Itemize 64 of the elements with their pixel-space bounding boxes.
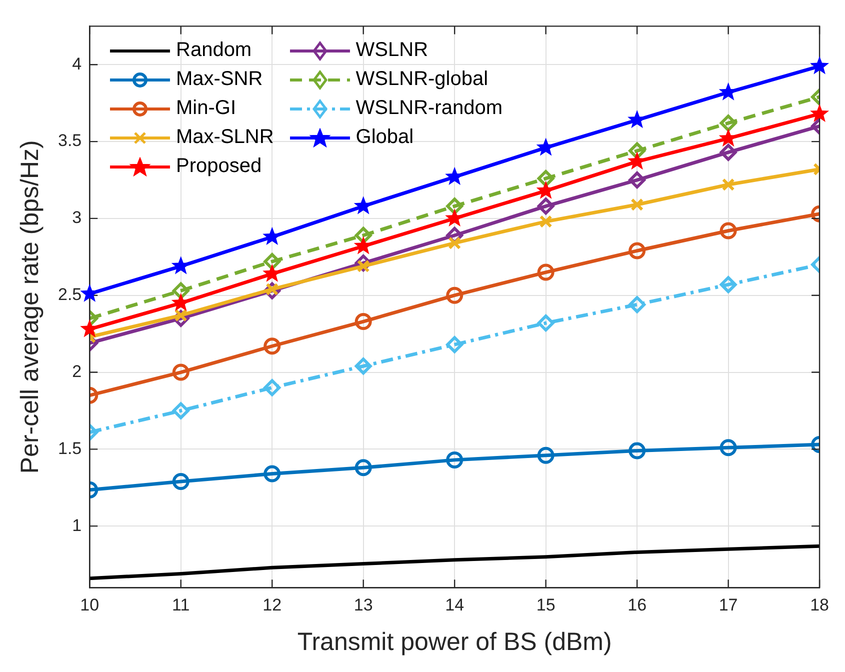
y-axis-title: Per-cell average rate (bps/Hz) xyxy=(16,140,44,474)
x-tick-label: 17 xyxy=(718,595,738,614)
legend-label: Global xyxy=(356,126,414,149)
x-axis-title: Transmit power of BS (dBm) xyxy=(297,628,612,656)
y-tick-label: 1 xyxy=(72,516,82,535)
x-tick-label: 15 xyxy=(536,595,556,614)
point xyxy=(354,226,372,244)
x-tick-label: 13 xyxy=(354,595,373,614)
legend-label: Max-SLNR xyxy=(176,126,274,149)
point xyxy=(172,472,190,490)
x-tick-label: 14 xyxy=(445,595,464,614)
point xyxy=(720,439,737,456)
point xyxy=(628,442,646,460)
point xyxy=(446,198,464,215)
point xyxy=(628,172,646,189)
point xyxy=(810,104,830,122)
point xyxy=(720,144,737,161)
point xyxy=(628,296,646,314)
point xyxy=(354,459,372,476)
point xyxy=(537,264,554,281)
point xyxy=(537,446,554,464)
point xyxy=(810,56,830,74)
legend-label: WSLNR-global xyxy=(356,68,488,91)
y-tick-label: 4 xyxy=(72,54,82,74)
legend-label: Min-GI xyxy=(176,97,236,120)
point xyxy=(264,338,281,355)
point xyxy=(264,253,281,270)
legend-label: WSLNR-random xyxy=(356,97,502,120)
point xyxy=(448,236,462,250)
point xyxy=(628,142,646,160)
point xyxy=(722,178,735,192)
point xyxy=(630,198,644,212)
point xyxy=(720,114,737,132)
point xyxy=(354,358,372,375)
point xyxy=(172,402,190,420)
point xyxy=(264,465,281,482)
point xyxy=(172,282,190,300)
point xyxy=(264,379,281,396)
legend-label: Max-SNR xyxy=(176,68,263,91)
point xyxy=(720,222,737,240)
y-tick-label: 3.5 xyxy=(58,131,82,150)
point xyxy=(446,286,464,304)
point xyxy=(537,314,554,332)
x-tick-label: 10 xyxy=(80,595,100,614)
x-tick-label: 18 xyxy=(810,595,830,614)
point xyxy=(537,198,554,215)
x-tick-label: 12 xyxy=(262,595,282,614)
y-tick-label: 2.5 xyxy=(58,285,82,304)
point xyxy=(720,276,737,294)
point xyxy=(446,336,464,354)
point xyxy=(539,215,552,228)
point xyxy=(537,170,554,187)
point xyxy=(446,451,464,468)
x-tick-label: 16 xyxy=(628,595,647,614)
point xyxy=(172,364,190,381)
point xyxy=(628,242,646,260)
y-tick-label: 2 xyxy=(72,362,82,381)
point xyxy=(354,313,372,330)
legend-label: Proposed xyxy=(176,155,262,178)
legend-label: WSLNR xyxy=(356,39,428,62)
y-tick-label: 1.5 xyxy=(58,438,82,458)
x-tick-label: 11 xyxy=(172,595,190,614)
legend-label: Random xyxy=(176,39,252,62)
y-tick-label: 3 xyxy=(72,208,82,228)
